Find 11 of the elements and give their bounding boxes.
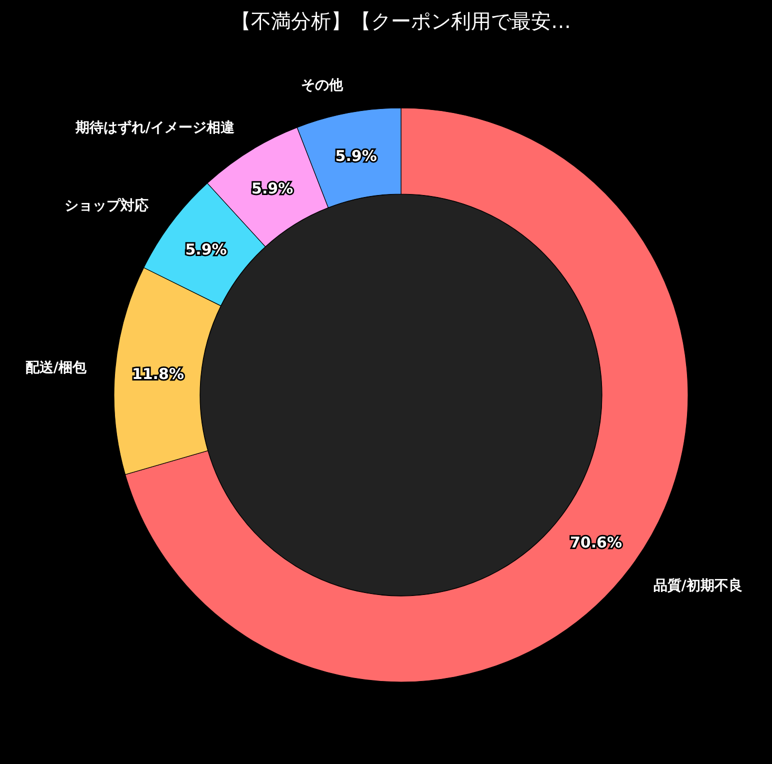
data-label: 5.9% — [335, 147, 377, 166]
slice-label: 品質/初期不良 — [653, 576, 742, 594]
chart-title: 【不満分析】【クーポン利用で最安… — [231, 9, 571, 33]
data-label: 70.6% — [570, 534, 622, 552]
slice-label: ショップ対応 — [64, 197, 149, 214]
data-label: 5.9% — [185, 240, 227, 258]
slice-label: その他 — [300, 78, 344, 94]
data-label: 11.8% — [132, 365, 184, 384]
slice-label: 期待はずれ/イメージ相違 — [74, 120, 236, 136]
data-label: 5.9% — [252, 180, 294, 198]
slice-label: 配送/梱包 — [25, 360, 88, 376]
